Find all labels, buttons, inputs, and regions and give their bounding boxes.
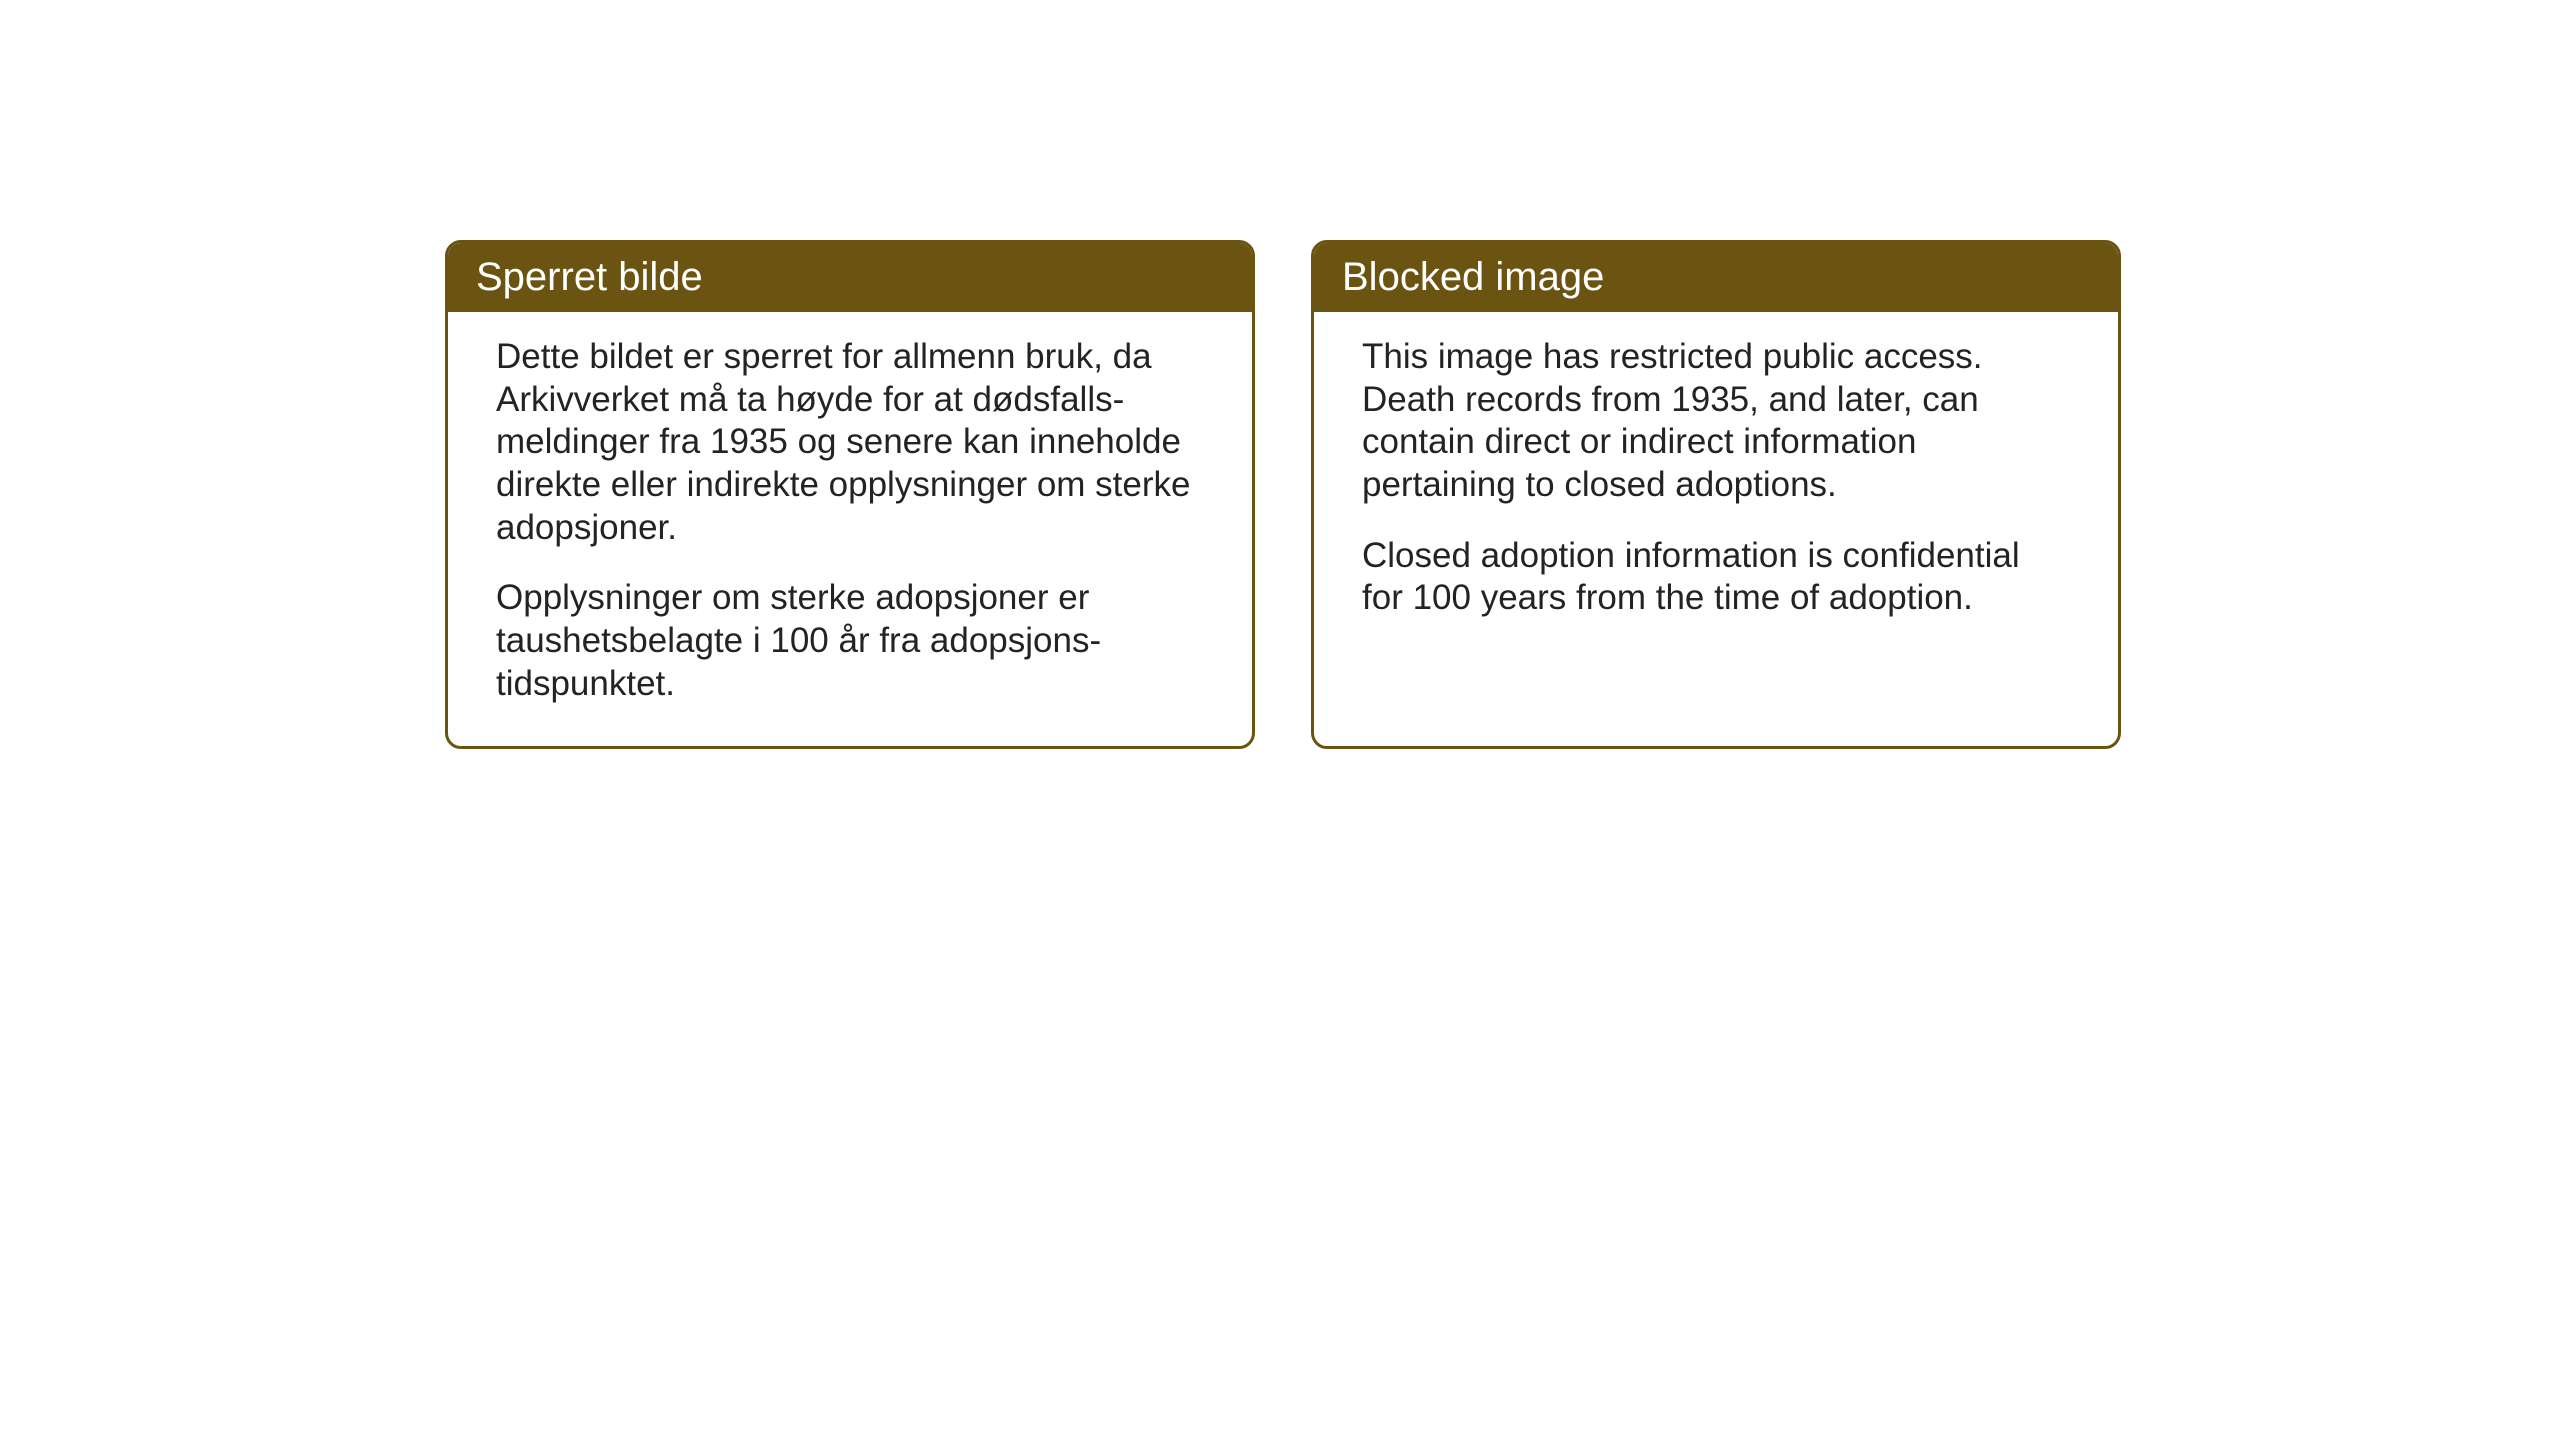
notice-paragraph1-english: This image has restricted public access.… <box>1362 336 2070 507</box>
notice-container: Sperret bilde Dette bildet er sperret fo… <box>445 240 2121 749</box>
notice-card-norwegian: Sperret bilde Dette bildet er sperret fo… <box>445 240 1255 749</box>
notice-header-norwegian: Sperret bilde <box>448 243 1252 312</box>
notice-card-english: Blocked image This image has restricted … <box>1311 240 2121 749</box>
notice-paragraph2-english: Closed adoption information is confident… <box>1362 535 2070 620</box>
notice-title-norwegian: Sperret bilde <box>476 255 703 299</box>
notice-body-norwegian: Dette bildet er sperret for allmenn bruk… <box>448 312 1252 746</box>
notice-paragraph2-norwegian: Opplysninger om sterke adopsjoner er tau… <box>496 577 1204 705</box>
notice-header-english: Blocked image <box>1314 243 2118 312</box>
notice-body-english: This image has restricted public access.… <box>1314 312 2118 660</box>
notice-title-english: Blocked image <box>1342 255 1604 299</box>
notice-paragraph1-norwegian: Dette bildet er sperret for allmenn bruk… <box>496 336 1204 549</box>
